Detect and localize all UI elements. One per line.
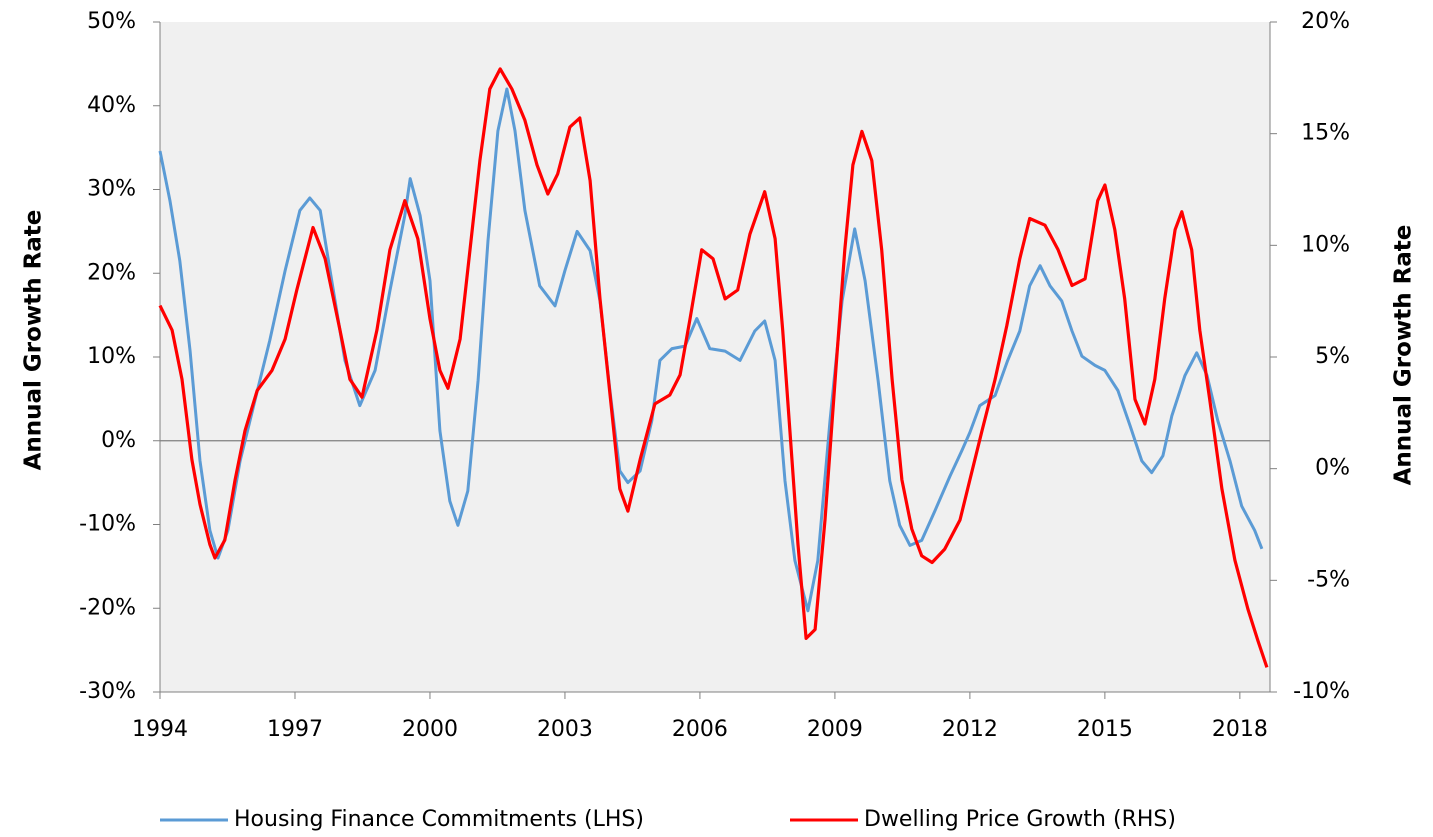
x-tick-label: 2000 [402,717,458,742]
y2-tick-label: -10% [1293,679,1350,704]
x-tick-label: 1997 [267,717,323,742]
y2-tick-label: 20% [1301,9,1350,34]
y2-axis-title: Annual Growth Rate [1391,225,1417,486]
legend-label: Dwelling Price Growth (RHS) [864,807,1176,832]
x-tick-label: 2003 [537,717,593,742]
y-tick-label: 10% [87,344,136,369]
y-tick-label: -10% [79,512,136,537]
legend-label: Housing Finance Commitments (LHS) [234,807,644,832]
y-tick-label: -30% [79,679,136,704]
x-tick-label: 2006 [672,717,728,742]
y2-tick-label: 15% [1301,121,1350,146]
y2-tick-label: 5% [1315,344,1350,369]
y2-tick-label: 10% [1301,232,1350,257]
y-tick-label: 30% [87,177,136,202]
y-axis-title: Annual Growth Rate [21,210,47,471]
series-line [158,67,1269,668]
y-tick-label: 40% [87,93,136,118]
x-tick-label: 2015 [1077,717,1133,742]
x-tick-label: 1994 [132,717,188,742]
x-tick-label: 2009 [807,717,863,742]
y2-tick-label: -5% [1307,567,1350,592]
plot-area [160,22,1270,692]
y-tick-label: 50% [87,9,136,34]
y-tick-label: -20% [79,595,136,620]
x-tick-label: 2018 [1212,717,1268,742]
y-tick-label: 20% [87,260,136,285]
x-tick-label: 2012 [942,717,998,742]
y2-tick-label: 0% [1315,456,1350,481]
y-tick-label: 0% [101,428,136,453]
